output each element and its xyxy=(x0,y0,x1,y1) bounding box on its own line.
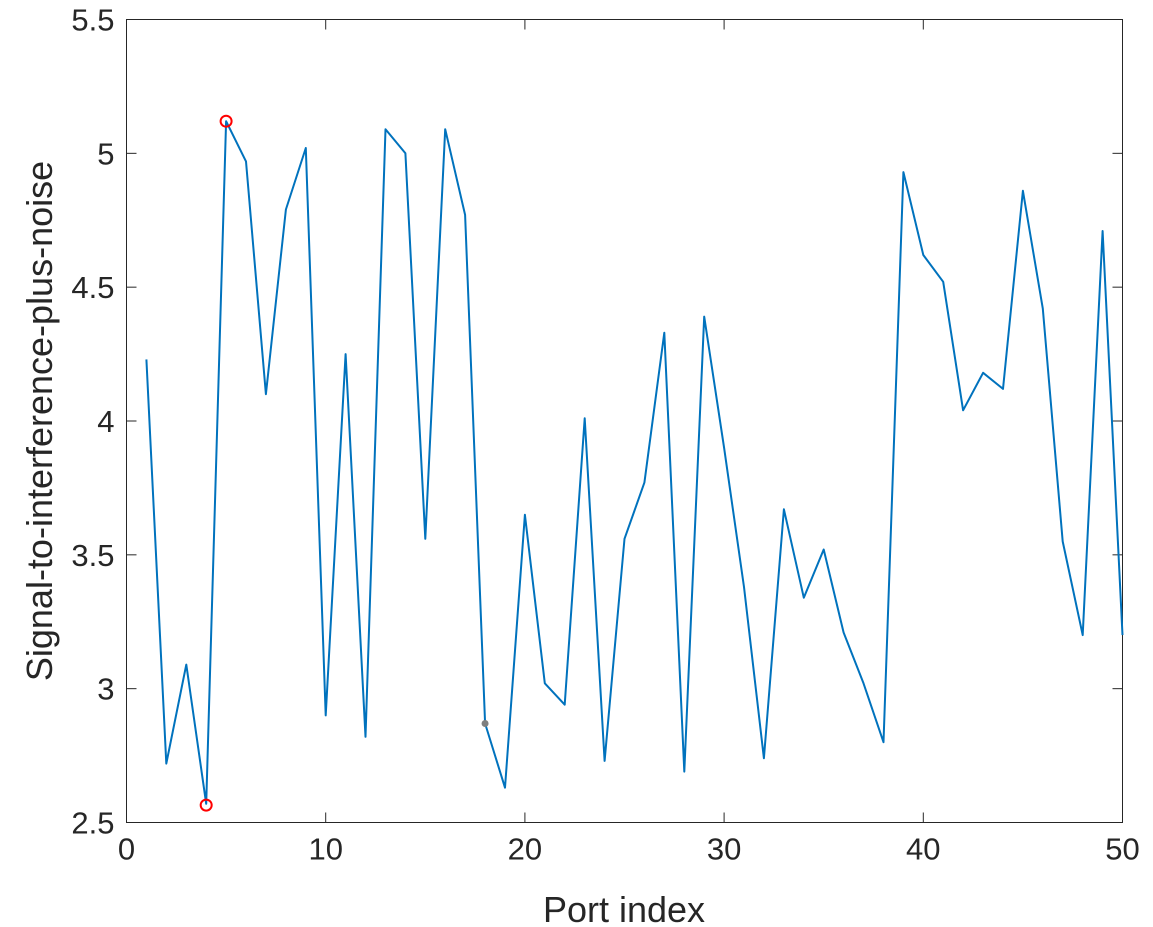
y-tick-label: 3 xyxy=(97,672,114,707)
point-marker xyxy=(481,719,489,727)
highlight-marker xyxy=(219,114,233,128)
y-tick-label: 2.5 xyxy=(71,806,114,841)
x-axis: 0 10 20 30 40 50 xyxy=(118,19,1140,867)
y-axis: 2.5 3 3.5 4 4.5 5 5.5 xyxy=(71,3,1123,841)
plot-area xyxy=(126,19,1123,823)
x-tick-label: 20 xyxy=(508,832,542,867)
x-tick-label: 10 xyxy=(308,832,342,867)
x-axis-label: Port index xyxy=(543,889,705,927)
series-line xyxy=(145,120,1124,805)
y-tick-label: 4.5 xyxy=(71,270,114,305)
y-tick-label: 5 xyxy=(97,136,114,171)
y-axis-label: Signal-to-interference-plus-noise xyxy=(19,161,60,681)
y-tick-label: 5.5 xyxy=(71,3,114,38)
y-tick-label: 3.5 xyxy=(71,538,114,573)
marker-layer xyxy=(199,114,489,812)
highlight-marker xyxy=(199,798,213,812)
y-tick-label: 4 xyxy=(97,404,114,439)
x-tick-label: 0 xyxy=(118,832,135,867)
x-tick-label: 30 xyxy=(707,832,741,867)
series-layer xyxy=(145,120,1124,805)
x-tick-label: 50 xyxy=(1105,832,1139,867)
x-tick-label: 40 xyxy=(906,832,940,867)
